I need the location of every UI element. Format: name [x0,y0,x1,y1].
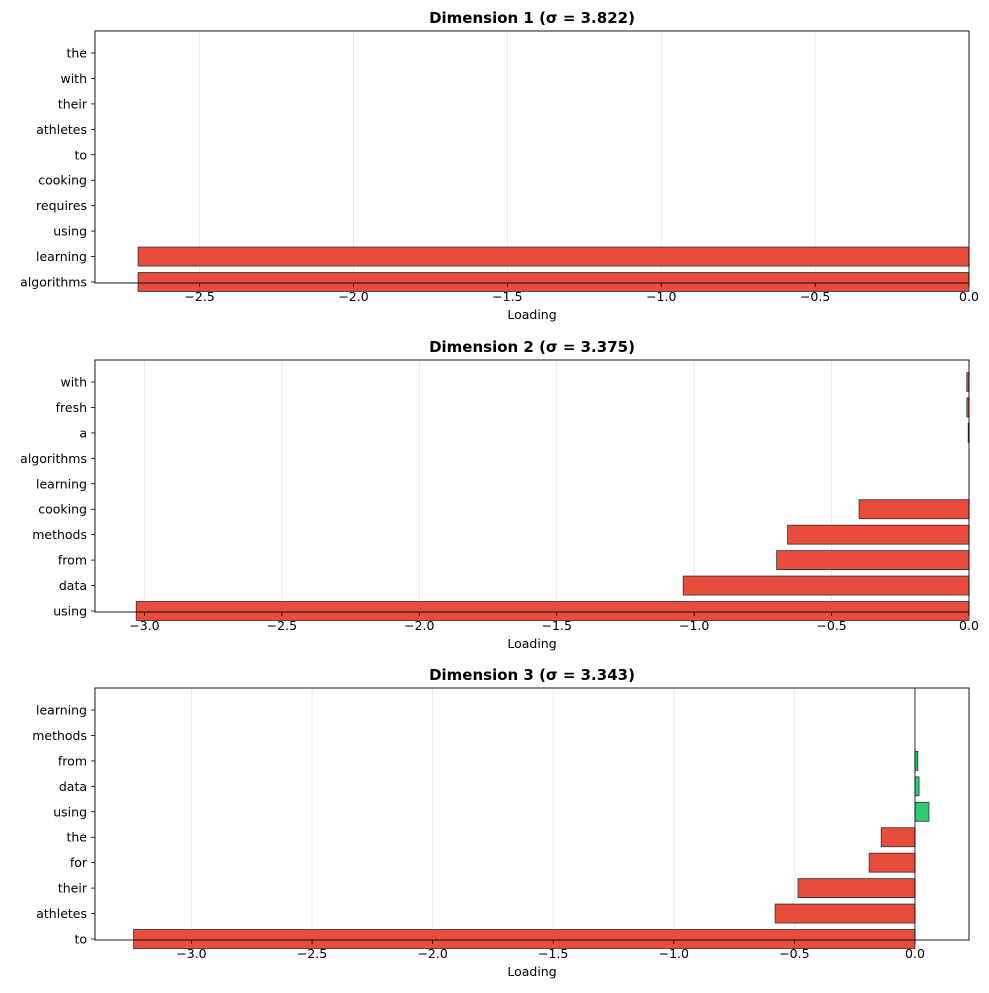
bar-athletes [774,903,916,924]
y-tick-label: learning [36,249,87,264]
y-tick-label: cooking [38,502,87,517]
x-tick-label: −0.5 [779,946,809,961]
y-tick-label: learning [36,703,87,718]
y-tick-label: cooking [38,173,87,188]
y-tick-label: their [58,96,88,111]
bar-for [868,852,916,873]
x-tick-label: −1.0 [646,289,676,304]
x-tick-label: −2.0 [338,289,368,304]
bar-their [797,878,916,899]
x-tick-label: −1.5 [538,946,568,961]
x-tick-label: −1.0 [679,618,709,633]
chart-title: Dimension 2 (σ = 3.375) [429,338,635,356]
bar-cooking [858,499,970,520]
x-tick-label: −3.0 [129,618,159,633]
x-tick-label: −2.0 [404,618,434,633]
x-tick-label: 0.0 [959,618,979,633]
y-tick-label: requires [36,198,87,213]
y-tick-label: data [59,779,87,794]
y-tick-label: to [74,932,87,947]
x-tick-label: −3.0 [176,946,206,961]
y-tick-label: methods [32,527,87,542]
y-tick-label: the [66,46,87,61]
y-tick-label: from [58,553,87,568]
y-tick-label: using [53,604,87,619]
x-tick-label: −2.5 [297,946,327,961]
y-tick-label: from [58,753,87,768]
y-tick-label: their [58,881,88,896]
x-tick-label: −2.0 [417,946,447,961]
y-tick-label: athletes [36,122,87,137]
y-tick-label: methods [32,728,87,743]
x-axis-label: Loading [507,636,556,651]
y-tick-label: using [53,224,87,239]
y-tick-label: for [70,855,88,870]
bar-from [776,550,970,571]
y-tick-label: with [60,71,87,86]
y-tick-label: using [53,804,87,819]
x-tick-label: 0.0 [959,289,979,304]
y-tick-label: the [66,830,87,845]
axes-frame [94,359,970,613]
bar-the [880,827,916,848]
bar-algorithms [137,272,970,292]
y-tick-label: algorithms [20,451,87,466]
bar-learning [137,246,970,267]
y-tick-label: data [59,578,87,593]
x-tick-label: −0.5 [816,618,846,633]
y-tick-label: with [60,375,87,390]
x-tick-label: −1.0 [659,946,689,961]
x-tick-label: −2.5 [267,618,297,633]
y-tick-label: athletes [36,906,87,921]
bar-from [914,750,919,771]
y-tick-label: fresh [56,400,87,415]
x-tick-label: −1.5 [542,618,572,633]
bar-methods [787,524,970,545]
chart-panel-3: learning methods from data using the for their a… [32,666,970,979]
x-tick-label: 0.0 [905,946,925,961]
x-tick-label: −0.5 [800,289,830,304]
chart-title: Dimension 1 (σ = 3.822) [429,9,635,27]
chart-title: Dimension 3 (σ = 3.343) [429,666,635,684]
x-tick-label: −1.5 [492,289,522,304]
x-tick-label: −2.5 [184,289,214,304]
y-tick-label: to [74,147,87,162]
axes-frame [94,30,970,284]
chart-panel-2: with fresh a algorithms learning cooking metho… [20,338,979,651]
chart-panel-1: the with their athletes to cooking requires usi… [20,9,979,322]
bar-using [914,801,930,822]
bar-data [914,776,920,797]
y-tick-label: a [79,425,87,440]
axes-frame [94,687,970,941]
bar-data [682,575,970,596]
x-axis-label: Loading [507,964,556,979]
x-axis-label: Loading [507,307,556,322]
y-tick-label: learning [36,476,87,491]
y-tick-label: algorithms [20,275,87,290]
